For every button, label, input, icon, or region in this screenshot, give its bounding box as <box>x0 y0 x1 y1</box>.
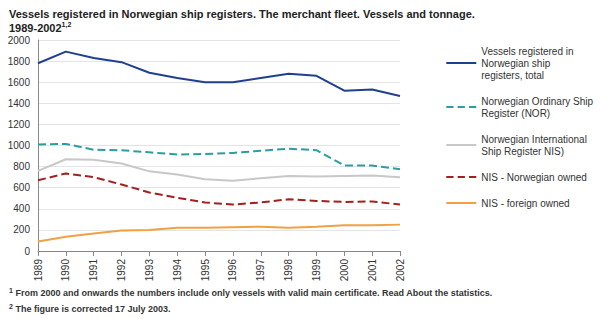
svg-text:1989: 1989 <box>33 259 44 282</box>
svg-text:2: 2 <box>9 303 13 310</box>
svg-text:1400: 1400 <box>8 98 31 109</box>
svg-text:1997: 1997 <box>255 259 266 282</box>
svg-text:Norwegian International: Norwegian International <box>481 134 587 145</box>
svg-text:1989-2002: 1989-2002 <box>9 22 62 34</box>
svg-text:1600: 1600 <box>8 77 31 88</box>
svg-text:1,2: 1,2 <box>62 21 72 29</box>
svg-text:600: 600 <box>13 182 30 193</box>
svg-text:1993: 1993 <box>144 259 155 282</box>
svg-text:NIS - foreign owned: NIS - foreign owned <box>481 198 569 209</box>
svg-text:1992: 1992 <box>116 259 127 282</box>
svg-text:1800: 1800 <box>8 56 31 67</box>
svg-text:Vessels registered in: Vessels registered in <box>481 46 573 57</box>
svg-text:1200: 1200 <box>8 119 31 130</box>
svg-text:1991: 1991 <box>88 259 99 282</box>
svg-text:200: 200 <box>13 224 30 235</box>
svg-text:2000: 2000 <box>339 259 350 282</box>
svg-text:Ship Register NIS): Ship Register NIS) <box>481 146 564 157</box>
svg-text:1996: 1996 <box>227 259 238 282</box>
svg-text:1000: 1000 <box>8 140 31 151</box>
svg-text:From 2000 and onwards the numb: From 2000 and onwards the numbers includ… <box>13 288 492 298</box>
svg-text:800: 800 <box>13 161 30 172</box>
svg-text:1998: 1998 <box>283 259 294 282</box>
svg-text:1994: 1994 <box>172 259 183 282</box>
svg-text:Norwegian Ordinary Ship: Norwegian Ordinary Ship <box>481 96 593 107</box>
svg-text:NIS - Norwegian owned: NIS - Norwegian owned <box>481 172 587 183</box>
svg-text:Vessels registered in Norwegia: Vessels registered in Norwegian ship reg… <box>9 8 475 20</box>
svg-text:Register (NOR): Register (NOR) <box>481 108 550 119</box>
svg-text:1: 1 <box>9 287 13 294</box>
svg-text:1990: 1990 <box>60 259 71 282</box>
svg-text:registers, total: registers, total <box>481 70 544 81</box>
svg-text:1995: 1995 <box>200 259 211 282</box>
svg-text:2002: 2002 <box>395 259 406 282</box>
svg-text:2001: 2001 <box>367 259 378 282</box>
svg-text:Norwegian ship: Norwegian ship <box>481 58 550 69</box>
svg-text:1999: 1999 <box>311 259 322 282</box>
svg-text:400: 400 <box>13 203 30 214</box>
svg-text:0: 0 <box>24 246 30 257</box>
svg-text:2000: 2000 <box>8 35 31 46</box>
svg-text:The figure is corrected 17 Jul: The figure is corrected 17 July 2003. <box>13 304 171 314</box>
